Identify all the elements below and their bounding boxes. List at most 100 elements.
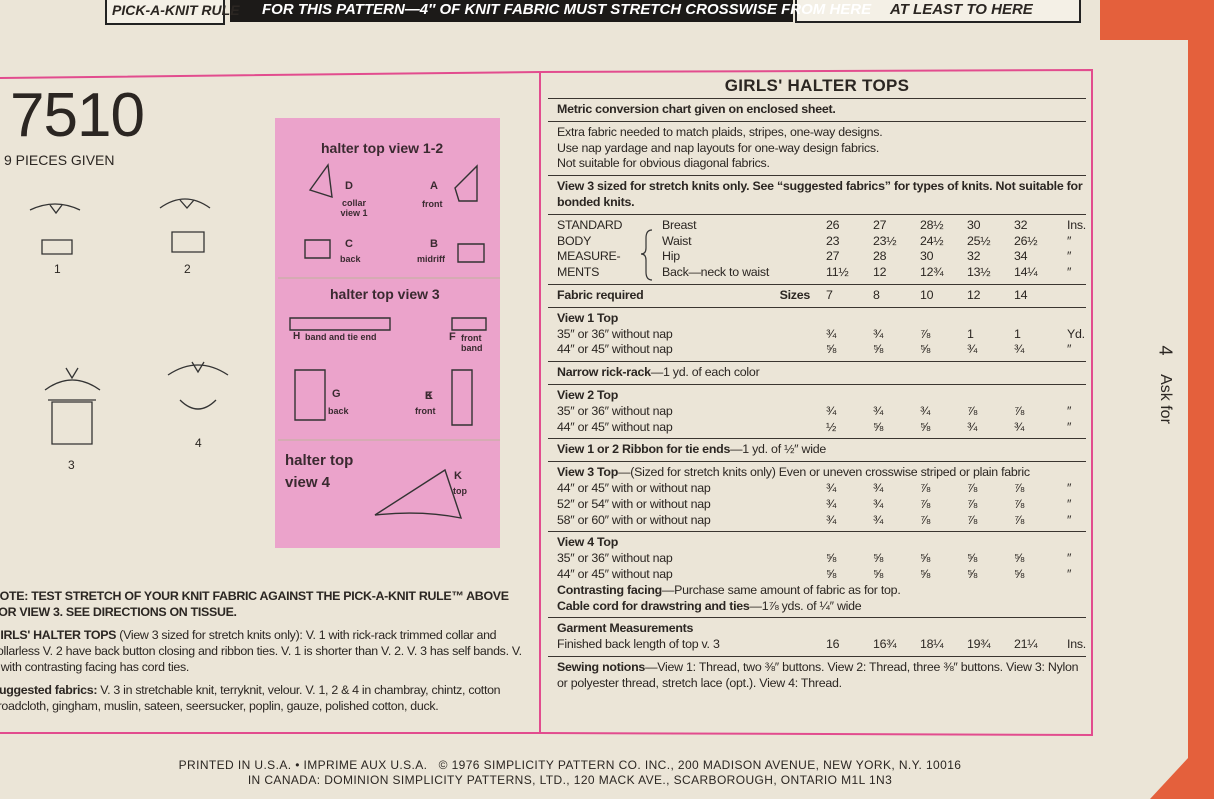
yardage-value: 1 [967,326,974,341]
yardage-value: ¾ [826,496,837,511]
heading-text: Contrasting facing [557,582,662,597]
yardage-value: ⅞ [1014,512,1025,527]
heading-note: —1 yd. of ½″ wide [730,442,826,457]
heading: Narrow rick-rack—1 yd. of each color [557,365,1086,381]
yardage-value: 18¼ [920,637,944,652]
yardage-value: ⅞ [967,496,978,511]
heading: View 1 or 2 Ribbon for tie ends—1 yd. of… [557,442,1086,458]
metric-note: Metric conversion chart given on enclose… [548,98,1086,121]
body-name: Back—neck to waist [662,265,770,280]
yardage-value: ⅝ [873,342,884,357]
size: 10 [920,287,934,302]
description: GIRLS' HALTER TOPS (View 3 sized for str… [0,627,531,675]
extra-line: Extra fabric needed to match plaids, str… [557,124,883,139]
heading-text: View 3 Top [557,465,619,480]
row-label: 44″ or 45″ without nap [557,419,673,434]
view-number: 3 [68,458,75,472]
unit: ″ [1067,496,1072,511]
description-text: (View 3 sized for stretch knits only): V… [0,628,522,674]
pieces-given: 9 PIECES GIVEN [4,152,115,168]
yardage-value: 21¼ [1014,637,1038,652]
row-label: 58″ or 60″ with or without nap [557,512,711,527]
yardage-value: ⅝ [826,551,837,566]
unit: ″ [1067,480,1072,495]
yardage-value: ¾ [873,403,884,418]
unit: ″ [1067,249,1072,264]
fabric-label-cell: Fabric required Sizes [557,288,826,304]
piece-letter: G [332,388,341,400]
body-value: 27 [873,217,887,232]
body-row: BODY Waist 23 23½ 24½ 25½ 26½ ″ [557,234,1086,250]
yardage-value: ½ [826,419,837,434]
footer-line: PRINTED IN U.S.A. • IMPRIME AUX U.S.A. ©… [178,758,962,772]
group-head: Garment Measurements [557,621,1086,637]
view-number: 2 [184,262,191,276]
section-title: halter top view 1-2 [321,140,444,156]
unit: Ins. [1067,217,1086,232]
yardage-value: ⅝ [873,566,884,581]
piece-label: band and tie end [305,332,377,342]
body-row: MEASURE- Hip 27 28 30 32 34 ″ [557,249,1086,265]
body-value: 30 [967,217,981,232]
heading-note: —Purchase same amount of fabric as for t… [661,582,901,597]
body-value: 32 [1014,217,1028,232]
notes: NOTE: TEST STRETCH OF YOUR KNIT FABRIC A… [0,588,531,721]
heading: Cable cord for drawstring and ties—1⅞ yd… [557,599,1086,615]
heading: View 1 Top [557,311,1086,327]
body-value: 30 [920,249,934,264]
yardage-group: View 2 Top 35″ or 36″ without nap ¾ ¾ ¾ ⅞ ⅞ ″ 44… [548,383,1086,438]
piece-letter: E [425,390,433,402]
unit: ″ [1067,265,1072,280]
yardage-row: 35″ or 36″ without nap ¾ ¾ ⅞ 1 1 Yd. [557,327,1086,343]
unit: ″ [1067,233,1072,248]
fabric-label: Fabric required [557,287,644,302]
yardage-value: ⅝ [920,419,931,434]
heading-text: View 1 Top [557,310,619,325]
heading-note: —(Sized for stretch knits only) Even or … [618,465,1030,480]
yardage-value: ⅞ [1014,403,1025,418]
group-head: View 1 or 2 Ribbon for tie ends—1 yd. of… [557,442,1086,458]
heading: View 2 Top [557,388,1086,404]
yardage-group: Garment Measurements Finished back length… [548,617,1086,656]
body-label-cell: STANDARD Breast [557,218,826,234]
fabrics-text: V. 3 in stretchable knit, terryknit, vel… [0,683,501,713]
unit: Ins. [1067,637,1086,652]
yardage-row: 44″ or 45″ without nap ⅝ ⅝ ⅝ ¾ ¾ ″ [557,342,1086,358]
group-head: Narrow rick-rack—1 yd. of each color [557,365,1086,381]
yardage-value: 16 [826,637,840,652]
heading-text: Narrow rick-rack [557,365,651,380]
piece-label: back [328,406,349,416]
piece-label: midriff [417,254,445,264]
yardage-value: ⅝ [826,342,837,357]
heading: Sewing notions—View 1: Thread, two ⅜″ bu… [557,660,1086,692]
body-group-label: MENTS [557,265,600,280]
heading: View 4 Top [557,535,1086,551]
yardage-value: ⅝ [920,566,931,581]
view-number: 4 [195,436,202,450]
fabric-required: Fabric required Sizes 7 8 10 12 14 [548,283,1086,307]
yardage-value: ⅞ [1014,496,1025,511]
row-label: Finished back length of top v. 3 [557,637,720,652]
heading-text: View 2 Top [557,387,619,402]
yardage-value: ⅝ [967,551,978,566]
extra-line: Not suitable for obvious diagonal fabric… [557,156,770,171]
unit: Yd. [1067,326,1085,341]
body-row: STANDARD Breast 26 27 28½ 30 32 Ins. [557,218,1086,234]
unit: ″ [1067,512,1072,527]
piece-letter: H [293,331,301,342]
fabrics-lead: Suggested fabrics: [0,683,98,697]
piece-label: front band [461,333,483,353]
body-name: Waist [662,233,692,248]
fabrics: Suggested fabrics: V. 3 in stretchable k… [0,682,531,714]
yardage-row: 44″ or 45″ with or without nap ¾ ¾ ⅞ ⅞ ⅞ ″ [557,481,1086,497]
extra-notes: Extra fabric needed to match plaids, str… [548,120,1086,175]
yardage-value: ¾ [873,326,884,341]
sizes-label: Sizes [779,287,811,302]
yardage-value: 16¾ [873,637,897,652]
group-head: View 1 Top [557,311,1086,327]
body-row: MENTS Back—neck to waist 11½ 12 12¾ 13½ 14¼ ″ [557,265,1086,281]
rule-label: PICK-A-KNIT RULE [112,2,240,18]
unit: ″ [1067,342,1072,357]
body-group-label: MEASURE- [557,249,621,264]
